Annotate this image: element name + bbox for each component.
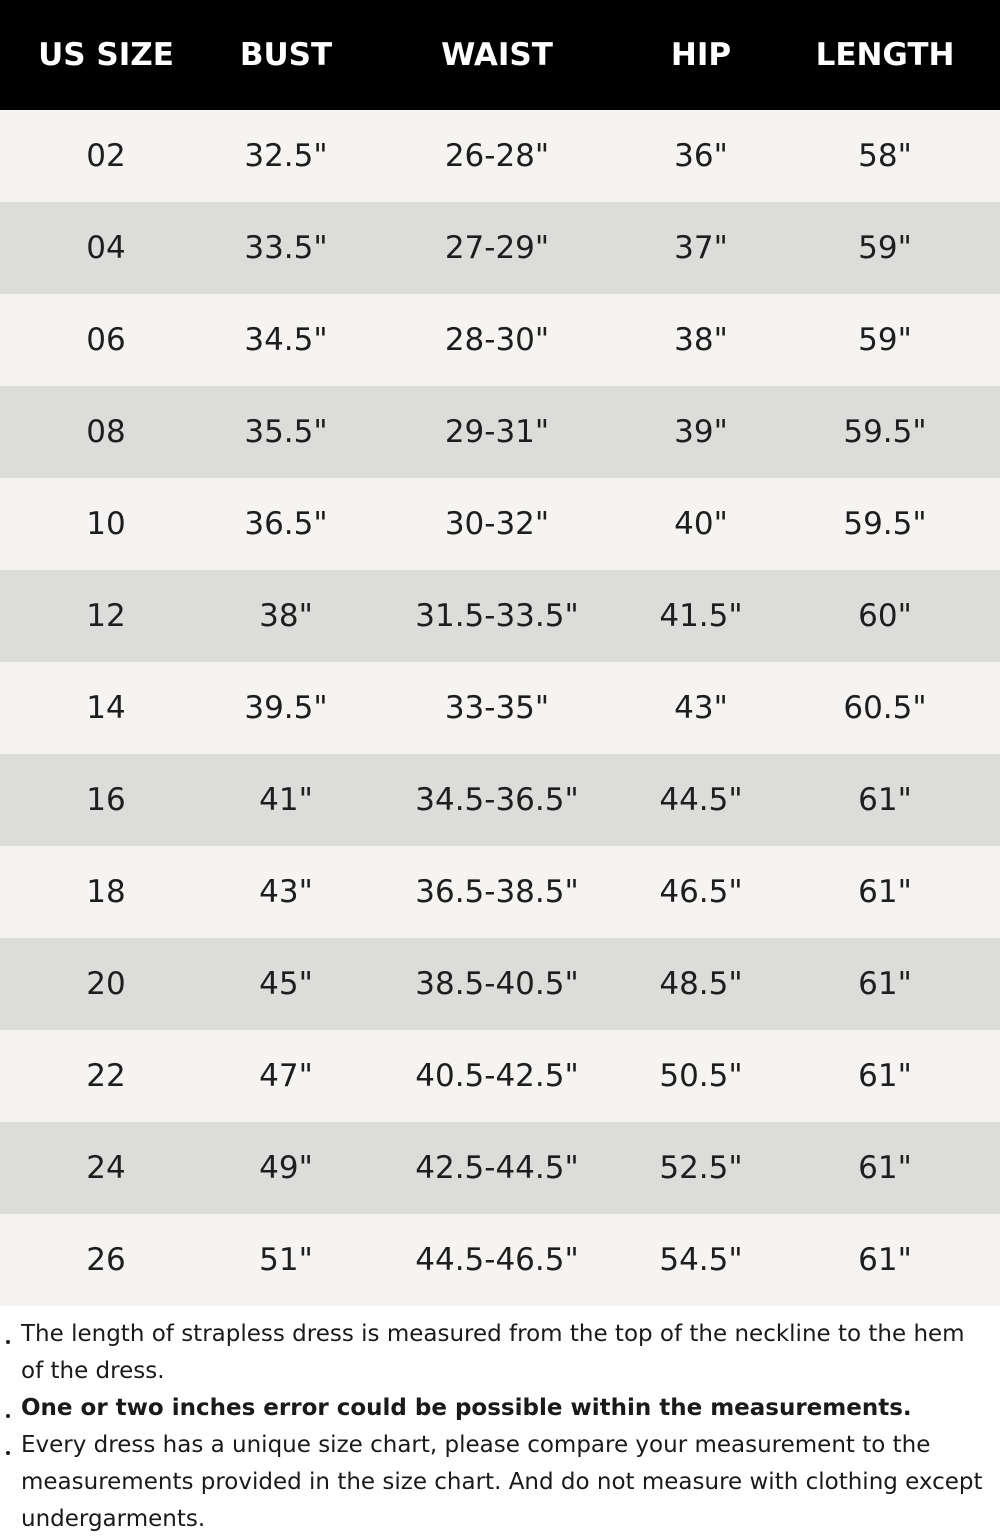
table-cell: 10	[86, 506, 126, 542]
table-cell: 58"	[858, 138, 912, 174]
table-cell: 43"	[259, 874, 313, 910]
table-cell: 35.5"	[244, 414, 328, 450]
table-cell: 37"	[674, 230, 728, 266]
table-cell: 40"	[674, 506, 728, 542]
table-cell: 33-35"	[444, 690, 550, 726]
table-cell: 33.5"	[244, 230, 328, 266]
size-table: US SIZE BUST WAIST HIP LENGTH 02 32.5" 26-28" 36…	[0, 0, 1000, 1306]
table-cell: 38"	[674, 322, 728, 358]
note: Every dress has a unique size chart, ple…	[0, 1427, 1000, 1538]
table-cell: 59.5"	[843, 506, 927, 542]
table-row: 10 36.5" 30-32" 40" 59.5"	[0, 478, 1000, 570]
table-cell: 32.5"	[244, 138, 328, 174]
table-cell: 36"	[674, 138, 728, 174]
table-cell: 39.5"	[244, 690, 328, 726]
table-cell: 51"	[259, 1242, 313, 1278]
table-row: 02 32.5" 26-28" 36" 58"	[0, 110, 1000, 202]
table-cell: 28-30"	[444, 322, 550, 358]
table-cell: 36.5"	[244, 506, 328, 542]
table-row: 20 45" 38.5-40.5" 48.5" 61"	[0, 938, 1000, 1030]
table-row: 22 47" 40.5-42.5" 50.5" 61"	[0, 1030, 1000, 1122]
table-cell: 31.5-33.5"	[415, 598, 579, 634]
table-cell: 59"	[858, 322, 912, 358]
header-cell: US SIZE	[38, 37, 174, 73]
table-cell: 22	[86, 1058, 126, 1094]
table-row: 16 41" 34.5-36.5" 44.5" 61"	[0, 754, 1000, 846]
table-cell: 14	[86, 690, 126, 726]
table-cell: 26	[86, 1242, 126, 1278]
header-cell: WAIST	[441, 37, 553, 73]
table-cell: 26-28"	[444, 138, 550, 174]
table-cell: 18	[86, 874, 126, 910]
table-cell: 44.5-46.5"	[415, 1242, 579, 1278]
table-cell: 08	[86, 414, 126, 450]
table-cell: 49"	[259, 1150, 313, 1186]
table-cell: 43"	[674, 690, 728, 726]
table-cell: 41.5"	[659, 598, 743, 634]
table-cell: 34.5-36.5"	[415, 782, 579, 818]
table-cell: 16	[86, 782, 126, 818]
note: One or two inches error could be possibl…	[0, 1390, 1000, 1427]
table-row: 24 49" 42.5-44.5" 52.5" 61"	[0, 1122, 1000, 1214]
table-cell: 41"	[259, 782, 313, 818]
table-cell: 20	[86, 966, 126, 1002]
table-cell: 61"	[858, 966, 912, 1002]
table-cell: 54.5"	[659, 1242, 743, 1278]
table-cell: 61"	[858, 782, 912, 818]
table-cell: 61"	[858, 1058, 912, 1094]
table-cell: 38"	[259, 598, 313, 634]
table-cell: 59.5"	[843, 414, 927, 450]
table-cell: 12	[86, 598, 126, 634]
header-cell: BUST	[239, 37, 333, 73]
table-cell: 61"	[858, 1242, 912, 1278]
table-cell: 27-29"	[444, 230, 550, 266]
table-cell: 34.5"	[244, 322, 328, 358]
table-cell: 60.5"	[843, 690, 927, 726]
table-cell: 45"	[259, 966, 313, 1002]
table-cell: 38.5-40.5"	[415, 966, 579, 1002]
table-cell: 59"	[858, 230, 912, 266]
table-cell: 52.5"	[659, 1150, 743, 1186]
table-cell: 48.5"	[659, 966, 743, 1002]
table-cell: 50.5"	[659, 1058, 743, 1094]
header-row: US SIZE BUST WAIST HIP LENGTH	[0, 0, 1000, 110]
table-row: 04 33.5" 27-29" 37" 59"	[0, 202, 1000, 294]
table-cell: 24	[86, 1150, 126, 1186]
table-cell: 60"	[858, 598, 912, 634]
table-cell: 36.5-38.5"	[415, 874, 579, 910]
table-row: 12 38" 31.5-33.5" 41.5" 60"	[0, 570, 1000, 662]
table-cell: 47"	[259, 1058, 313, 1094]
table-cell: 29-31"	[444, 414, 550, 450]
table-cell: 42.5-44.5"	[415, 1150, 579, 1186]
table-cell: 39"	[674, 414, 728, 450]
note: The length of strapless dress is measure…	[0, 1316, 1000, 1390]
table-row: 18 43" 36.5-38.5" 46.5" 61"	[0, 846, 1000, 938]
header-cell: HIP	[670, 37, 732, 73]
header-cell: LENGTH	[815, 37, 955, 73]
table-row: 08 35.5" 29-31" 39" 59.5"	[0, 386, 1000, 478]
table-cell: 40.5-42.5"	[415, 1058, 579, 1094]
table-cell: 04	[86, 230, 126, 266]
table-cell: 06	[86, 322, 126, 358]
table-row: 14 39.5" 33-35" 43" 60.5"	[0, 662, 1000, 754]
table-cell: 44.5"	[659, 782, 743, 818]
table-row: 26 51" 44.5-46.5" 54.5" 61"	[0, 1214, 1000, 1306]
table-row: 06 34.5" 28-30" 38" 59"	[0, 294, 1000, 386]
table-cell: 46.5"	[659, 874, 743, 910]
table-cell: 61"	[858, 874, 912, 910]
table-cell: 61"	[858, 1150, 912, 1186]
table-cell: 02	[86, 138, 126, 174]
table-cell: 30-32"	[444, 506, 550, 542]
notes: The length of strapless dress is measure…	[0, 1316, 1000, 1538]
